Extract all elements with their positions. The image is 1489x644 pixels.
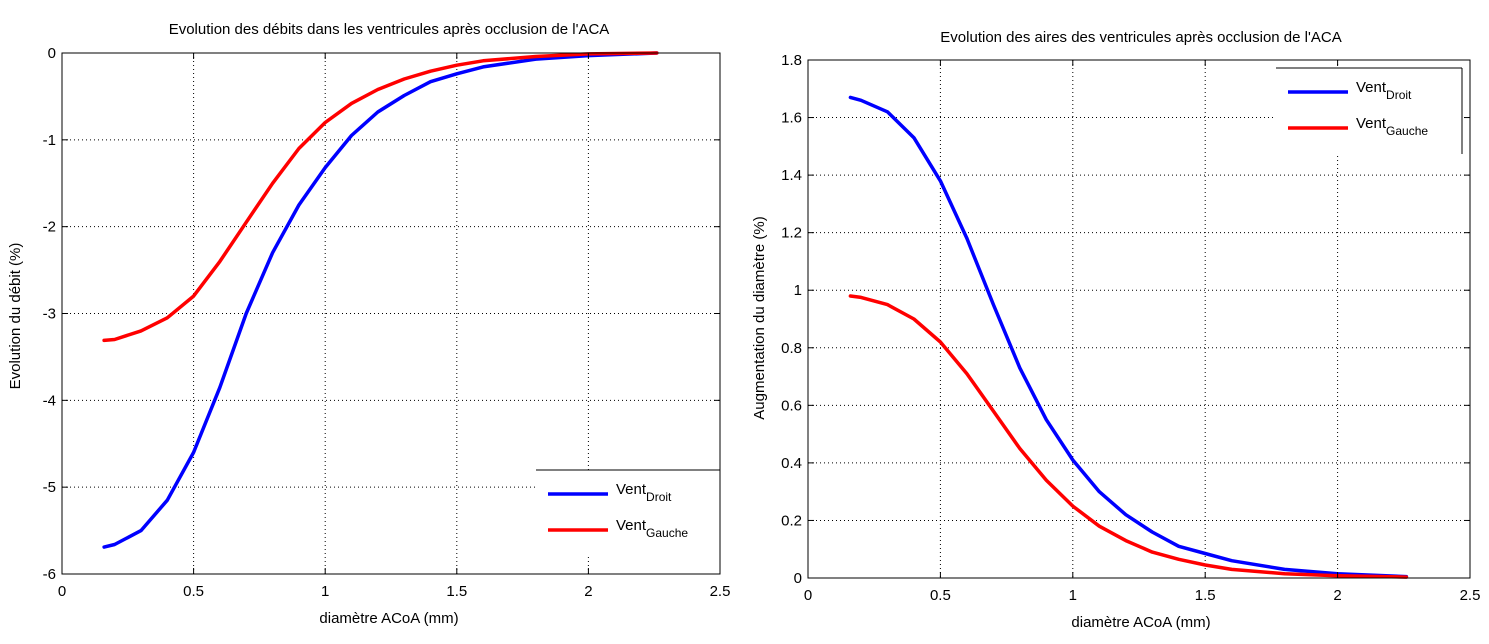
chart-aires-ytick-label: 0.8 [781, 340, 802, 357]
chart-aires-legend-box [1276, 68, 1462, 154]
chart-aires-ytick-label: 0.2 [781, 512, 802, 529]
chart-debits-axes: 0 0.5 1 1.5 2 2.5 -6 -5 -4 -3 -2 -1 0 [43, 45, 731, 600]
chart-debits-plot [102, 51, 659, 549]
chart-aires-ytick-label: 1.2 [781, 225, 802, 242]
chart-debits-xtick-label: 2.5 [710, 583, 731, 600]
chart-aires-legend: VentDroit VentGauche [1276, 67, 1463, 154]
chart-debits-series-droit-line [102, 51, 659, 549]
chart-debits-xtick-label: 1.5 [446, 583, 467, 600]
chart-debits-xtick-label: 2 [584, 583, 592, 600]
chart-aires-xtick-label: 2 [1333, 587, 1341, 604]
chart-debits-legend-label-droit: VentDroit [616, 481, 672, 504]
chart-debits-title: Evolution des débits dans les ventricule… [169, 21, 610, 38]
chart-aires-legend-label-gauche: VentGauche [1356, 115, 1428, 138]
chart-aires-ylabel: Augmentation du diamètre (%) [751, 216, 768, 419]
chart-aires-ytick-label: 1.4 [781, 167, 802, 184]
chart-debits-legend-label-gauche: VentGauche [616, 517, 688, 540]
chart-aires-ytick-label: 1.6 [781, 110, 802, 127]
chart-debits-xlabel: diamètre ACoA (mm) [319, 610, 458, 627]
chart-debits-legend: VentDroit VentGauche [536, 469, 721, 554]
chart-debits-ytick-label: -5 [43, 479, 56, 496]
chart-debits-xtick-label: 0 [58, 583, 66, 600]
chart-aires-series-gauche-line [848, 294, 1409, 579]
chart-aires-xlabel: diamètre ACoA (mm) [1071, 614, 1210, 631]
chart-debits: Evolution des débits dans les ventricule… [7, 21, 730, 627]
chart-aires-xtick-label: 0 [804, 587, 812, 604]
chart-aires-legend-label-droit: VentDroit [1356, 79, 1412, 102]
chart-aires-xtick-label: 1.5 [1195, 587, 1216, 604]
chart-aires-title: Evolution des aires des ventricules aprè… [940, 29, 1341, 46]
chart-debits-legend-box [536, 470, 720, 554]
chart-debits-ytick-label: -3 [43, 306, 56, 323]
chart-aires-axes-box [807, 59, 1471, 579]
chart-debits-ytick-label: 0 [48, 45, 56, 62]
chart-aires-axes: 0 0.5 1 1.5 2 2.5 0 0.2 0.4 0.6 0.8 1 1.2 1.4 1.6 1.8 [781, 52, 1480, 604]
chart-aires-xtick-label: 0.5 [930, 587, 951, 604]
chart-debits-ytick-label: -4 [43, 392, 56, 409]
chart-debits-series-gauche-line [102, 51, 659, 343]
chart-debits-ytick-label: -1 [43, 132, 56, 149]
chart-aires-ytick-label: 1.8 [781, 52, 802, 69]
chart-aires-ytick-label: 0 [794, 570, 802, 587]
chart-aires-ytick-label: 1 [794, 282, 802, 299]
chart-debits-xtick-label: 0.5 [183, 583, 204, 600]
chart-aires-ytick-label: 0.4 [781, 455, 802, 472]
chart-aires-series-droit-line [848, 95, 1409, 579]
chart-debits-ylabel: Evolution du débit (%) [7, 243, 24, 390]
chart-aires-xtick-label: 2.5 [1460, 587, 1481, 604]
chart-aires: Evolution des aires des ventricules aprè… [751, 29, 1480, 631]
chart-debits-ytick-label: -2 [43, 219, 56, 236]
chart-debits-xtick-label: 1 [321, 583, 329, 600]
chart-aires-plot [848, 95, 1409, 579]
chart-aires-xtick-label: 1 [1069, 587, 1077, 604]
chart-aires-ytick-label: 0.6 [781, 397, 802, 414]
chart-debits-ytick-label: -6 [43, 566, 56, 583]
